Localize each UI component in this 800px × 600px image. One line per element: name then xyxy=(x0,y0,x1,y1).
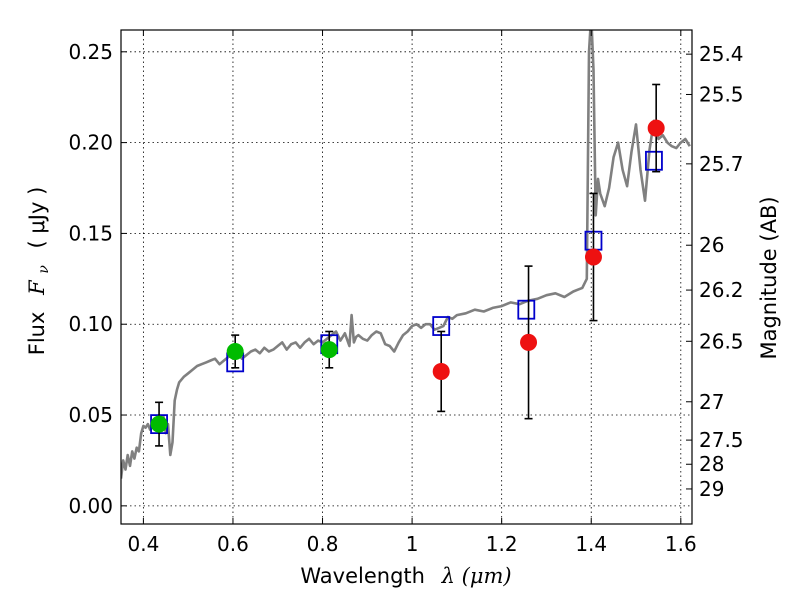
y-axis-unit: ( μJy ) xyxy=(25,187,49,249)
photometry-square-marker xyxy=(645,150,663,171)
measurement-point xyxy=(584,248,602,266)
x-tick-label: 1.2 xyxy=(486,532,518,556)
axis-ticks: 0.4 0.6 0.8 1 1.2 1.4 1.6 0.00 0.05 0.10 0.15 0.20 0… xyxy=(68,30,744,556)
y2-tick-label: 25.4 xyxy=(699,42,744,66)
data-points xyxy=(150,83,665,447)
model-spectrum xyxy=(121,30,691,479)
y-tick-label: 0.25 xyxy=(68,40,113,64)
measurement-point xyxy=(647,119,665,137)
x-tick-label: 0.8 xyxy=(307,532,339,556)
y2-axis-title: Magnitude (AB) xyxy=(757,196,781,359)
measurement-point xyxy=(150,415,168,433)
y-tick-label: 0.05 xyxy=(68,403,113,427)
x-tick-label: 0.6 xyxy=(217,532,249,556)
measurement-point xyxy=(520,333,538,351)
y-tick-label: 0.20 xyxy=(68,131,113,155)
y2-tick-label: 29 xyxy=(699,477,724,501)
x-tick-label: 0.4 xyxy=(127,532,159,556)
measurement-point xyxy=(226,342,244,360)
y2-tick-label: 28 xyxy=(699,452,724,476)
y-tick-label: 0.10 xyxy=(68,312,113,336)
y-tick-label: 0.00 xyxy=(68,494,113,518)
model-spectrum-line xyxy=(121,30,691,479)
grid xyxy=(121,30,692,524)
y2-tick-label: 27 xyxy=(699,390,724,414)
plot-frame xyxy=(120,29,693,525)
y-axis-title: Flux F ν ( μJy ) xyxy=(25,187,53,356)
x-axis-math: λ (μm) xyxy=(441,564,512,588)
y2-tick-label: 25.5 xyxy=(699,82,744,106)
y-tick-label: 0.15 xyxy=(68,221,113,245)
y2-tick-label: 25.7 xyxy=(699,152,744,176)
x-axis-label: Wavelength xyxy=(300,564,425,588)
x-tick-label: 1 xyxy=(406,532,419,556)
x-axis-title: Wavelength λ (μm) xyxy=(300,564,511,588)
x-tick-label: 1.6 xyxy=(665,532,697,556)
y2-tick-label: 26.2 xyxy=(699,278,744,302)
y-axis-math-subscript: ν xyxy=(36,265,52,274)
y-axis-math: F xyxy=(25,279,49,296)
y2-tick-label: 26 xyxy=(699,233,724,257)
y2-tick-label: 26.5 xyxy=(699,329,744,353)
measurement-point xyxy=(432,362,450,380)
y-axis-label: Flux xyxy=(25,312,49,356)
y2-tick-label: 27.5 xyxy=(699,428,744,452)
measurement-point xyxy=(320,341,338,359)
x-tick-label: 1.4 xyxy=(575,532,607,556)
photometry-square-marker xyxy=(517,299,536,320)
